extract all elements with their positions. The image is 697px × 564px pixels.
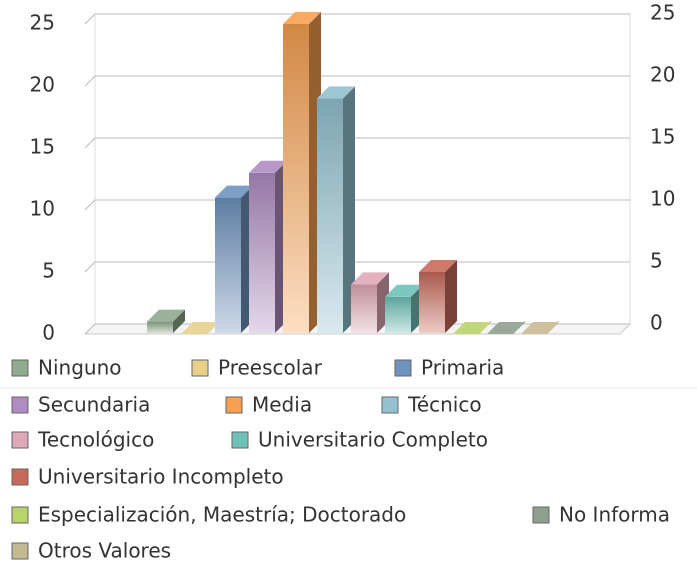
y-tick-label: 5 [42,259,55,283]
legend-label: Técnico [407,393,482,417]
legend-swatch [231,431,249,449]
y2-tick-label: 20 [650,63,675,87]
legend-label: Preescolar [218,356,323,380]
bar [419,260,457,333]
y2-tick-label: 10 [650,187,675,211]
bar-top [385,284,423,297]
bar-top [487,322,525,334]
bar-side [343,86,355,334]
bar-front [147,321,173,333]
bar [317,86,355,334]
bar [283,12,321,333]
legend-swatch [11,396,29,414]
legend-swatch [11,431,29,449]
legend-label: Otros Valores [38,539,171,563]
legend-label: Media [252,393,312,417]
legend-swatch [381,396,399,414]
legend-swatch [532,506,550,524]
bar-top [215,185,253,198]
grid-line [84,13,630,25]
bar-top [521,322,559,334]
bar [215,185,253,333]
y2-tick-label: 25 [650,1,675,25]
bar-top [419,260,457,272]
legend-swatch [11,506,29,524]
bar-top [283,12,321,24]
y-tick-label: 10 [30,197,55,221]
grid-line [84,75,630,87]
bar-front [249,172,275,333]
bar-top [249,160,287,173]
legend-swatch [191,359,209,377]
bar-top [453,322,491,334]
bar-front [317,98,343,334]
bar-side [445,260,457,333]
bar-top [351,272,389,285]
bar [147,309,185,333]
legend-label: Secundaria [38,393,150,417]
y2-tick-label: 0 [650,311,663,335]
bar-front [283,24,309,333]
legend-swatch [225,396,243,414]
y-tick-label: 0 [42,321,55,345]
legend-label: Tecnológico [37,428,154,452]
legend-label: Universitario Completo [258,428,488,452]
bar-front [351,284,377,333]
legend-swatch [394,359,412,377]
bar-top [147,309,185,322]
y-tick-label: 15 [30,135,55,159]
bar-front [215,197,241,333]
y-tick-label: 25 [30,11,55,35]
bar [249,160,287,333]
legend-label: Universitario Incompleto [38,465,284,489]
legend-swatch [11,542,29,560]
bar-top [181,322,219,334]
bar-front [385,296,411,333]
bar-front [419,272,445,333]
bar [487,321,525,334]
y-tick-label: 20 [30,73,55,97]
bar [453,321,491,334]
legend-label: Primaria [421,356,504,380]
legend-swatch [11,359,29,377]
bar [521,321,559,334]
y2-tick-label: 5 [650,249,663,273]
bar-top [317,86,355,99]
bar-side [173,309,185,333]
grid-line [84,137,630,149]
grid-line [84,199,630,211]
y2-tick-label: 15 [650,125,675,149]
legend-label: Ninguno [38,356,121,380]
legend-label: Especialización, Maestría; Doctorado [38,503,406,527]
bar [351,272,389,333]
bar [385,284,423,333]
legend-label: No Informa [559,503,670,527]
legend-swatch [11,468,29,486]
